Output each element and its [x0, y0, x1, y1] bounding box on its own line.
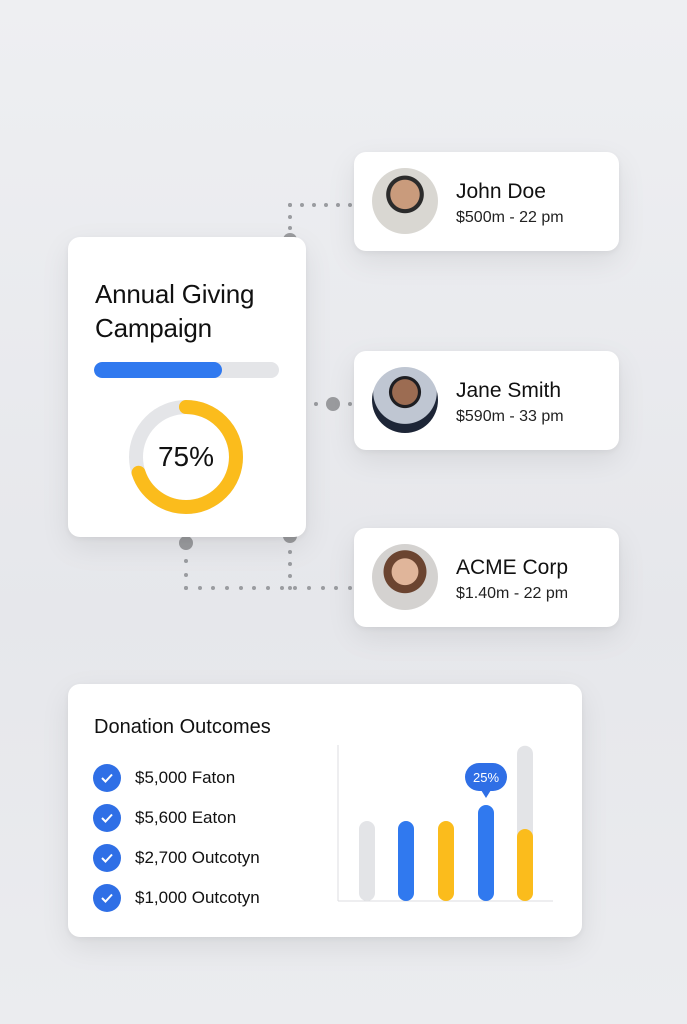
connector-dot [288, 550, 292, 554]
connector-dot [288, 574, 292, 578]
donor-card-john-doe[interactable]: John Doe $500m - 22 pm [354, 152, 619, 251]
connector-dot [184, 559, 188, 564]
progress-donut [129, 400, 243, 514]
connector-node [326, 397, 340, 411]
tooltip-label: 25% [473, 770, 499, 785]
connector-dot [211, 586, 216, 590]
campaign-card[interactable]: Annual Giving Campaign 75% [68, 237, 306, 537]
outcomes-title: Donation Outcomes [94, 716, 271, 738]
avatar [372, 367, 438, 433]
connector-dot [266, 586, 270, 590]
donor-card-acme-corp[interactable]: ACME Corp $1.40m - 22 pm [354, 528, 619, 627]
outcome-item: $2,700 Outcotyn [93, 844, 260, 872]
donor-amount: $500m - 22 pm [456, 209, 564, 226]
check-icon [93, 804, 121, 832]
connector-dot [348, 402, 352, 406]
connector-dot [184, 572, 188, 577]
donation-outcomes-card: Donation Outcomes $5,000 Faton $5,600 Ea… [68, 684, 582, 937]
connector-dot [336, 203, 340, 207]
connector-dot [288, 226, 292, 231]
check-icon [93, 844, 121, 872]
connector-node [179, 536, 193, 550]
connector-dot [288, 203, 292, 207]
bar-tooltip: 25% [465, 763, 507, 798]
connector-dot [312, 203, 316, 207]
connector-dot [324, 203, 328, 207]
campaign-progress-bar [94, 362, 279, 378]
check-icon [93, 764, 121, 792]
bar-4 [478, 805, 494, 901]
bar-5 [517, 829, 533, 901]
connector-dot [197, 586, 202, 590]
outcome-item: $5,000 Faton [93, 764, 235, 792]
bar-1 [359, 821, 375, 901]
connector-dot [293, 586, 298, 590]
connector-dot [184, 586, 188, 590]
connector-dot [288, 214, 292, 219]
check-icon [93, 884, 121, 912]
connector-dot [288, 562, 292, 566]
avatar [372, 544, 438, 610]
avatar [372, 168, 438, 234]
connector-dot [252, 586, 257, 590]
connector-dot [279, 586, 284, 590]
outcomes-bar-chart: 25% [337, 745, 553, 902]
outcome-item: $5,600 Eaton [93, 804, 236, 832]
donor-amount: $590m - 33 pm [456, 408, 564, 425]
connector-dot [238, 586, 243, 590]
bar-3 [438, 821, 454, 901]
connector-dot [334, 586, 339, 590]
donor-amount: $1.40m - 22 pm [456, 585, 569, 602]
donut-percent: 75% [157, 441, 215, 472]
connector-dot [348, 586, 352, 590]
connector-dot [320, 586, 325, 590]
connector-dot [314, 402, 318, 406]
connector-dot [307, 586, 311, 590]
donor-name: ACME Corp [456, 556, 569, 579]
connector-dot [300, 203, 304, 207]
connector-dot [348, 203, 352, 207]
outcome-item: $1,000 Outcotyn [93, 884, 260, 912]
connector-dot [225, 586, 229, 590]
bar-2 [398, 821, 414, 901]
connector-dot [288, 586, 292, 590]
donor-name: John Doe [456, 180, 546, 203]
campaign-title: Annual Giving Campaign [95, 279, 255, 343]
donut-arc [129, 400, 243, 514]
progress-fill [94, 362, 222, 378]
donor-card-jane-smith[interactable]: Jane Smith $590m - 33 pm [354, 351, 619, 450]
donor-name: Jane Smith [456, 379, 562, 402]
